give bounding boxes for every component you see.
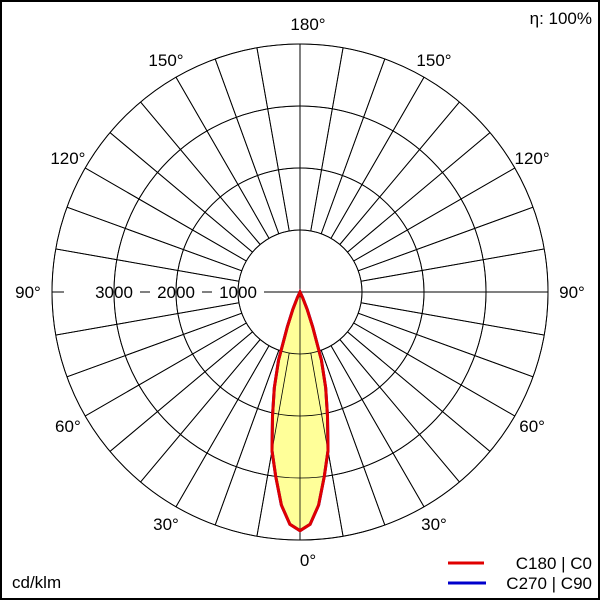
grid-spoke xyxy=(330,77,425,239)
grid-spoke xyxy=(320,350,386,526)
grid-spoke xyxy=(214,58,280,234)
efficiency-label: η: 100% xyxy=(530,9,592,28)
grid-spoke xyxy=(330,345,425,507)
grid-spoke xyxy=(55,248,240,282)
unit-label: cd/klm xyxy=(12,573,61,592)
grid-spoke xyxy=(66,206,242,272)
angle-label: 60° xyxy=(55,417,81,436)
grid-spoke xyxy=(347,132,491,253)
grid-spoke xyxy=(320,58,386,234)
grid-spoke xyxy=(360,248,545,282)
angle-label: 30° xyxy=(153,515,179,534)
grid-spoke xyxy=(360,302,545,336)
legend-label-c270-c90: C270 | C90 xyxy=(506,574,592,593)
angle-label: 180° xyxy=(290,15,325,34)
angle-label: 150° xyxy=(148,51,183,70)
grid-spoke xyxy=(175,345,270,507)
grid-spoke xyxy=(109,132,253,253)
grid-spoke xyxy=(55,302,240,336)
grid-spoke xyxy=(85,322,247,417)
grid-spoke xyxy=(310,47,344,232)
grid-spoke xyxy=(339,101,460,245)
angle-label: 60° xyxy=(519,417,545,436)
grid-spoke xyxy=(140,339,261,483)
grid-spoke xyxy=(256,47,290,232)
grid-spoke xyxy=(85,167,247,262)
grid-spoke xyxy=(353,322,515,417)
grid-spoke xyxy=(66,312,242,378)
grid-spoke xyxy=(109,331,253,452)
legend-label-c180-c0: C180 | C0 xyxy=(516,554,592,573)
angle-label: 90° xyxy=(15,283,41,302)
grid-spoke xyxy=(140,101,261,245)
angle-label: 30° xyxy=(421,515,447,534)
grid-spoke xyxy=(339,339,460,483)
angle-label: 120° xyxy=(50,149,85,168)
angle-label: 0° xyxy=(300,551,316,570)
grid-spoke xyxy=(214,350,280,526)
angle-label: 90° xyxy=(559,283,585,302)
grid-spoke xyxy=(175,77,270,239)
grid-spoke xyxy=(353,167,515,262)
series-c180-c0-line xyxy=(270,288,330,533)
grid-spoke xyxy=(347,331,491,452)
angle-label: 120° xyxy=(515,149,550,168)
grid-spoke xyxy=(358,312,534,378)
grid-spoke xyxy=(358,206,534,272)
angle-label: 150° xyxy=(416,51,451,70)
